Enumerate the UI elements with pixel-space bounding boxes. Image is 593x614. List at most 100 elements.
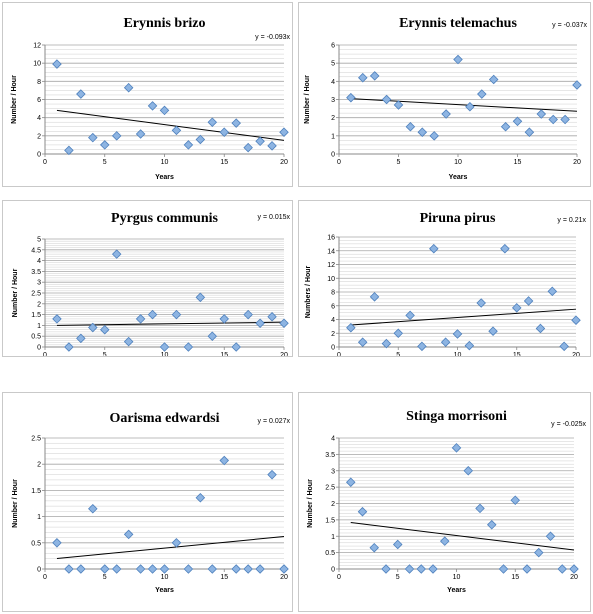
data-point <box>500 243 510 254</box>
y-tick-label: 1.5 <box>325 517 335 524</box>
data-point <box>381 338 392 349</box>
data-point <box>135 129 146 139</box>
data-point <box>559 341 569 352</box>
y-tick-label: 1.5 <box>31 488 41 495</box>
data-point <box>231 564 241 574</box>
chart-panel-piruna-pirus: 0 2 4 6 8 10 12 14 16 0 5 10 15 20 Piruna pirus y = 0.2… <box>298 200 591 357</box>
x-tick-label: 10 <box>161 159 169 166</box>
data-point <box>279 127 289 137</box>
data-point <box>464 340 475 351</box>
data-point <box>267 141 277 151</box>
data-point <box>477 89 487 99</box>
chart-title: Erynnis brizo <box>123 16 205 31</box>
data-point <box>195 292 206 303</box>
data-point <box>405 121 416 132</box>
data-point <box>417 127 428 137</box>
data-point <box>346 322 356 333</box>
data-point <box>219 455 230 466</box>
data-point <box>416 564 427 574</box>
x-tick-label: 20 <box>572 352 580 356</box>
chart-title: Pyrgus communis <box>111 211 219 226</box>
data-point <box>512 116 523 127</box>
y-tick-label: 2 <box>37 133 41 140</box>
x-tick-label: 10 <box>454 352 462 356</box>
y-tick-label: 2 <box>37 301 41 308</box>
trendline-equation: y = 0.21x <box>557 217 586 224</box>
y-tick-label: 2 <box>37 462 41 469</box>
x-tick-label: 10 <box>454 159 462 166</box>
data-point <box>147 309 158 320</box>
y-tick-label: 3 <box>331 97 335 104</box>
y-tick-label: 0 <box>37 567 41 574</box>
trendline-equation: y = -0.093x <box>255 34 290 41</box>
data-point <box>64 145 74 156</box>
data-point <box>346 92 356 103</box>
data-point <box>171 309 182 320</box>
y-tick-label: 4 <box>37 258 41 265</box>
x-tick-label: 10 <box>453 574 461 581</box>
data-point <box>123 82 134 93</box>
trendline <box>56 109 285 141</box>
chart-panel-pyrgus-communis: 0 0.5 1 1.5 2 2.5 3 3.5 4 4.5 5 0 5 10 15 20 Pyrgus comm… <box>2 200 293 357</box>
y-tick-label: 3 <box>331 468 335 475</box>
data-point <box>547 286 558 297</box>
trendline-equation: y = 0.027x <box>258 418 291 425</box>
data-point <box>522 564 532 574</box>
data-point <box>465 102 475 112</box>
data-point <box>488 74 499 85</box>
x-tick-label: 0 <box>43 574 47 581</box>
data-point <box>171 125 182 136</box>
data-point <box>500 121 511 132</box>
data-point <box>88 132 98 143</box>
y-tick-label: 2 <box>331 501 335 508</box>
x-tick-label: 5 <box>397 159 401 166</box>
data-point <box>524 127 535 137</box>
y-tick-label: 3.5 <box>325 452 335 459</box>
x-tick-label: 15 <box>220 574 228 581</box>
data-point <box>231 118 241 128</box>
y-tick-label: 4 <box>331 79 335 86</box>
data-point <box>183 564 194 574</box>
data-point <box>381 564 391 574</box>
x-tick-label: 20 <box>280 159 288 166</box>
x-tick-label: 0 <box>337 574 341 581</box>
chart-panel-erynnis-brizo: 0 2 4 6 8 10 12 0 5 10 15 20 Erynnis brizo y = -0.093… <box>2 2 293 187</box>
y-tick-label: 2 <box>331 115 335 122</box>
y-tick-label: 16 <box>327 235 335 242</box>
data-point <box>52 314 62 324</box>
trendline-equation: y = -0.025x <box>551 421 586 428</box>
data-point <box>463 465 474 476</box>
data-point <box>429 243 439 254</box>
data-point <box>159 564 170 574</box>
x-tick-label: 15 <box>513 352 521 356</box>
y-axis-label: Number / Hour <box>304 75 311 124</box>
data-point <box>571 315 581 325</box>
chart-panel-erynnis-telemachus: 0 1 2 3 4 5 6 0 5 10 15 20 Erynnis telemachus y = -0.… <box>298 2 591 187</box>
data-point <box>255 136 265 147</box>
data-point <box>441 109 451 119</box>
data-point <box>358 72 368 83</box>
x-tick-label: 15 <box>514 159 522 166</box>
data-point <box>548 114 558 125</box>
data-point <box>405 310 415 321</box>
data-point <box>243 309 253 320</box>
data-point <box>64 564 74 574</box>
y-tick-label: 1.5 <box>31 312 41 319</box>
data-point <box>147 101 158 111</box>
data-point <box>111 131 122 141</box>
chart-svg: 0 1 2 3 4 5 6 0 5 10 15 20 Erynnis telemachus y = -0.… <box>304 16 587 181</box>
chart-svg: 0 0.5 1 1.5 2 2.5 3 3.5 4 4.5 5 0 5 10 15 20 Pyrgus comm… <box>12 211 290 356</box>
data-point <box>475 503 485 514</box>
data-point <box>123 336 134 347</box>
chart-svg: 0 0.5 1 1.5 2 2.5 0 5 10 15 20 Oarisma edwardsi y = … <box>12 411 291 594</box>
data-point <box>123 529 134 540</box>
y-axis-label: Number / Hour <box>11 75 18 124</box>
chart-panel-stinga-morrisoni: 0 0.5 1 1.5 2 2.5 3 3.5 4 0 5 10 15 20 Stinga morrison… <box>298 392 591 612</box>
y-tick-label: 0.5 <box>325 550 335 557</box>
chart-title: Erynnis telemachus <box>399 16 517 31</box>
x-tick-label: 0 <box>43 159 47 166</box>
data-point <box>369 71 380 81</box>
data-point <box>572 80 582 90</box>
data-point <box>99 324 110 335</box>
trendline <box>350 308 577 326</box>
